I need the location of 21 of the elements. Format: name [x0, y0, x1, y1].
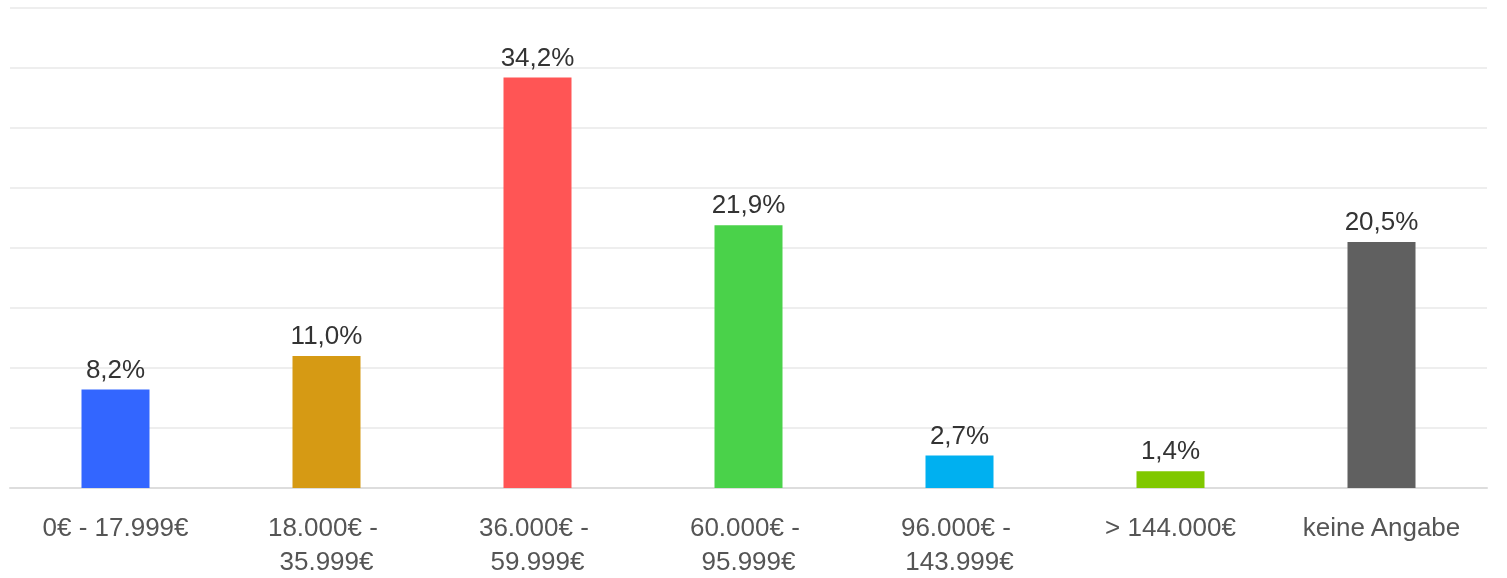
bar: [81, 389, 150, 488]
x-tick-label: > 144.000€: [1105, 512, 1237, 542]
x-tick-label: 18.000€ - 35.999€: [267, 512, 386, 576]
bar: [1347, 242, 1416, 488]
data-label: 21,9%: [711, 189, 786, 220]
data-label: 1,4%: [1140, 435, 1201, 466]
x-tick-label: keine Angabe: [1302, 512, 1461, 542]
x-tick-label: 96.000€ - 143.999€: [900, 512, 1019, 576]
data-label: 20,5%: [1344, 206, 1419, 236]
bar: [925, 455, 994, 488]
x-tick-label: 60.000€ - 95.999€: [689, 512, 808, 576]
data-label: 11,0%: [290, 320, 363, 350]
bar: [714, 225, 783, 488]
data-label: 2,7%: [929, 419, 990, 450]
bar: [1136, 471, 1205, 488]
bar: [292, 356, 361, 488]
x-tick-label: 36.000€ - 59.999€: [478, 512, 597, 576]
data-label: 8,2%: [85, 353, 146, 384]
data-label: 34,2%: [500, 41, 575, 72]
bar: [503, 77, 572, 488]
x-tick-label: 0€ - 17.999€: [42, 512, 190, 542]
